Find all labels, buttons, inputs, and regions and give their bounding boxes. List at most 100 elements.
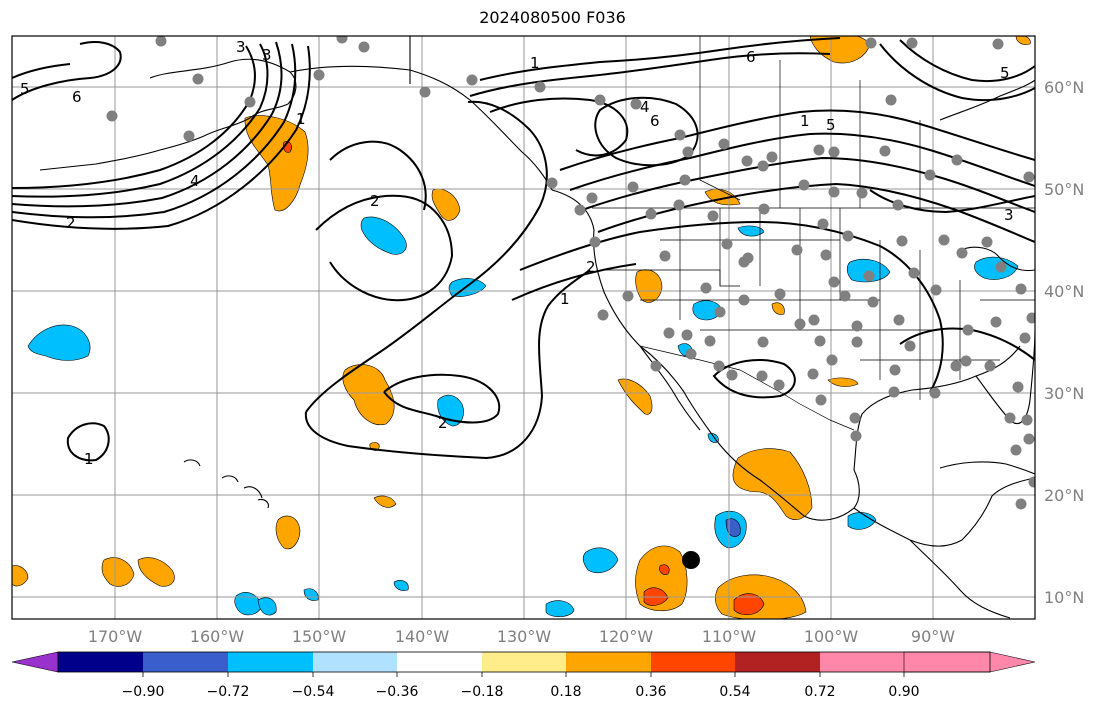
station-dot	[930, 284, 942, 296]
station-dot	[906, 37, 918, 49]
latitude-labels: 60°N 50°N 40°N 30°N 20°N 10°N	[1044, 78, 1084, 607]
contour-label: 1	[296, 110, 306, 128]
contour-label: 2	[370, 192, 380, 210]
station-dot	[757, 160, 769, 172]
colorbar-tick-label: 0.36	[635, 684, 666, 700]
station-dot	[924, 169, 936, 181]
station-dot	[714, 306, 726, 318]
station-dot	[851, 336, 863, 348]
map-title: 2024080500 F036	[479, 8, 626, 27]
station-dot	[358, 41, 370, 53]
colorbar-segment	[651, 652, 735, 672]
station-dot	[466, 74, 478, 86]
colorbar-segment	[820, 652, 904, 672]
positive-anomaly-area	[275, 515, 301, 550]
station-dot	[758, 203, 770, 215]
station-dot	[813, 144, 825, 156]
station-dot	[546, 177, 558, 189]
negative-anomaly-area	[582, 547, 619, 573]
station-dot	[889, 364, 901, 376]
station-dot	[244, 96, 256, 108]
lon-tick-label: 140°W	[395, 627, 450, 646]
anomaly-shading	[12, 36, 1031, 619]
colorbar-tick-label: 0.54	[719, 684, 750, 700]
contour-label: 5	[1000, 64, 1010, 82]
station-dot	[773, 379, 785, 391]
lon-tick-label: 160°W	[190, 627, 245, 646]
station-dot	[682, 146, 694, 158]
lat-tick-label: 50°N	[1044, 180, 1084, 199]
station-dot	[183, 130, 195, 142]
station-dot	[1028, 476, 1035, 488]
station-dot	[1015, 283, 1027, 295]
colorbar-segment	[482, 652, 566, 672]
longitude-labels: 170°W 160°W 150°W 140°W 130°W 120°W 110°…	[88, 627, 955, 646]
negative-anomaly-area	[393, 580, 409, 591]
colorbar-segment	[313, 652, 397, 672]
station-dot	[741, 155, 753, 167]
lon-tick-label: 130°W	[497, 627, 552, 646]
colorbar-segment	[397, 652, 482, 672]
station-dot	[627, 181, 639, 193]
negative-anomaly-area	[234, 592, 263, 616]
station-dot	[950, 360, 962, 372]
station-dot	[586, 192, 598, 204]
contour-label: 1	[560, 290, 570, 308]
colorbar-segment	[143, 652, 228, 672]
colorbar-segment	[228, 652, 313, 672]
contour-label-group: 5 6 4 2 3 3 1 1 2 6 4 5 6 5 2 1 2 1 1 3	[20, 38, 1014, 468]
positive-anomaly-core	[733, 593, 765, 616]
positive-anomaly-area	[617, 378, 653, 415]
station-dot	[534, 81, 546, 93]
contour-label: 3	[1004, 206, 1014, 224]
station-dot	[896, 235, 908, 247]
station-dot	[960, 355, 972, 367]
station-dot	[990, 316, 1002, 328]
colorbar-tick-label: 0.90	[888, 684, 919, 700]
station-dot	[807, 368, 819, 380]
contour-label: 2	[66, 214, 76, 232]
station-dot	[814, 335, 826, 347]
lon-tick-label: 120°W	[599, 627, 654, 646]
station-dot	[106, 110, 118, 122]
station-dot	[313, 69, 325, 81]
station-dot	[1015, 498, 1027, 510]
contour-label: 6	[650, 112, 660, 130]
station-dot	[817, 218, 829, 230]
colorbar-extend-left	[11, 651, 59, 673]
station-dot	[756, 370, 768, 382]
contour-label: 1	[84, 450, 94, 468]
station-dot	[885, 94, 897, 106]
station-dot	[155, 36, 167, 47]
station-dot	[674, 129, 686, 141]
lat-tick-label: 60°N	[1044, 78, 1084, 97]
contour-label: 3	[236, 38, 246, 56]
station-dot	[828, 146, 840, 158]
contour-label: 2	[586, 258, 596, 276]
station-dot	[863, 270, 875, 282]
station-dot	[673, 199, 685, 211]
lon-tick-label: 150°W	[292, 627, 347, 646]
station-dot	[826, 354, 838, 366]
station-dot	[791, 244, 803, 256]
station-dot	[659, 250, 671, 262]
station-dot	[888, 386, 900, 398]
station-dot	[704, 335, 716, 347]
station-dot	[622, 290, 634, 302]
positive-anomaly-area	[137, 557, 175, 587]
map-frame	[11, 35, 1036, 620]
station-dot	[742, 252, 754, 264]
lon-tick-label: 100°W	[804, 627, 859, 646]
station-dot	[849, 412, 861, 424]
station-dot	[681, 329, 693, 341]
station-dot	[650, 360, 662, 372]
contour-label: 4	[190, 172, 200, 190]
station-dot	[995, 261, 1007, 273]
colorbar-tick-label: −0.18	[461, 684, 504, 700]
station-dot	[984, 360, 996, 372]
station-dot	[981, 236, 993, 248]
station-dot	[962, 324, 974, 336]
contour-label: 3	[262, 46, 272, 64]
station-dot	[867, 296, 879, 308]
